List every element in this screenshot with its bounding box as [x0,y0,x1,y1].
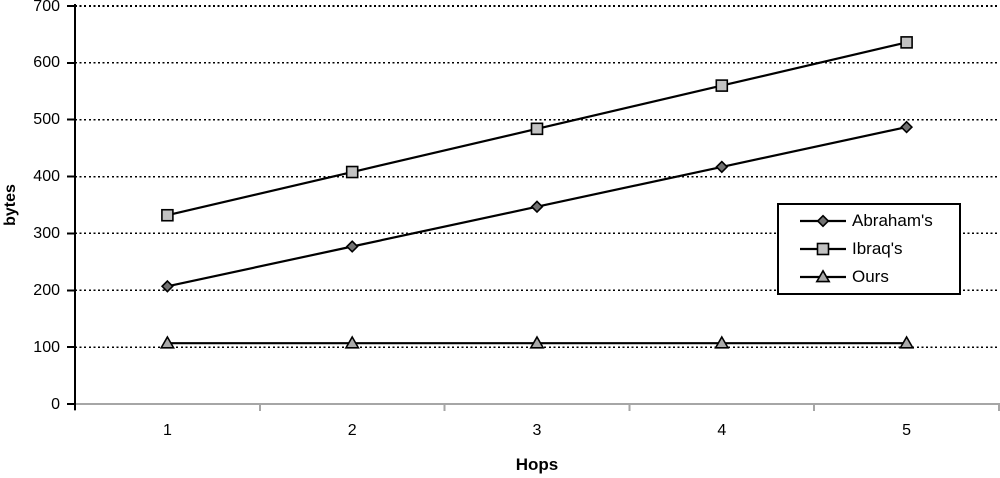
diamond-marker-icon [800,214,846,228]
triangle-marker-icon [800,269,846,283]
y-tick-label: 700 [33,0,60,15]
square-marker-icon [800,242,846,256]
y-tick-label: 500 [33,111,60,129]
legend-item-abrahams: Abraham's [800,208,959,234]
y-tick-label: 400 [33,168,60,186]
y-axis-title: bytes [2,184,19,226]
y-tick-label: 100 [33,338,60,356]
legend-label: Ours [852,267,889,286]
legend-label: Abraham's [852,211,933,230]
x-tick-label: 1 [162,422,172,439]
legend-item-ibraqs: Ibraq's [800,236,959,262]
x-tick-label: 5 [902,422,912,439]
x-axis-title: Hops [515,455,559,474]
y-tick-label: 0 [51,395,60,413]
x-tick-label: 2 [347,422,357,439]
y-tick-label: 600 [33,54,60,72]
x-tick-label: 4 [717,422,727,439]
legend-label: Ibraq's [852,239,903,258]
y-tick-label: 200 [33,281,60,299]
y-tick-label: 300 [33,224,60,242]
legend: Abraham's Ibraq's Ours [777,203,961,295]
x-tick-label: 3 [532,422,542,439]
legend-item-ours: Ours [800,264,959,290]
